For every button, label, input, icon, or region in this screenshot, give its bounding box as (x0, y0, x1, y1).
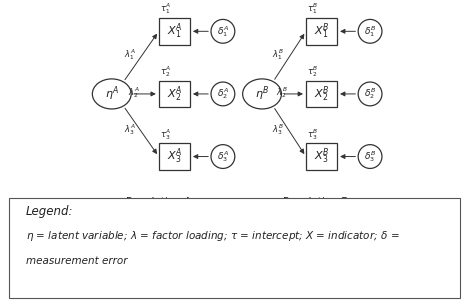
Text: Population A: Population A (126, 197, 191, 207)
Ellipse shape (358, 19, 382, 43)
Text: measurement error: measurement error (26, 256, 128, 266)
Text: $\delta_2^A$: $\delta_2^A$ (217, 86, 229, 102)
Text: $\lambda_1^A$: $\lambda_1^A$ (124, 48, 136, 62)
Text: $X_3^B$: $X_3^B$ (314, 147, 329, 166)
Text: $\tau_3^B$: $\tau_3^B$ (308, 127, 319, 142)
Text: $\tau_2^B$: $\tau_2^B$ (308, 64, 319, 79)
Text: $\eta$ = latent variable; $\lambda$ = factor loading; $\tau$ = intercept; $X$ = : $\eta$ = latent variable; $\lambda$ = fa… (26, 229, 400, 243)
Text: $\delta_1^A$: $\delta_1^A$ (217, 24, 229, 39)
Bar (159, 18, 190, 45)
Bar (159, 81, 190, 107)
Text: $\lambda_1^B$: $\lambda_1^B$ (272, 48, 284, 62)
Text: $\delta_3^B$: $\delta_3^B$ (364, 149, 376, 164)
Text: $\tau_2^A$: $\tau_2^A$ (160, 64, 171, 79)
Text: $\lambda_3^B$: $\lambda_3^B$ (272, 122, 284, 137)
Text: $X_1^B$: $X_1^B$ (314, 22, 329, 41)
Text: $X_3^A$: $X_3^A$ (166, 147, 182, 166)
Bar (9, 198, 460, 298)
Ellipse shape (243, 79, 282, 109)
Text: $\eta^A$: $\eta^A$ (105, 85, 119, 103)
Text: $X_1^A$: $X_1^A$ (166, 22, 182, 41)
Ellipse shape (358, 82, 382, 106)
Text: $\delta_1^B$: $\delta_1^B$ (364, 24, 376, 39)
Text: Legend:: Legend: (26, 205, 73, 218)
Ellipse shape (211, 19, 235, 43)
Text: $\delta_2^B$: $\delta_2^B$ (364, 86, 376, 102)
Text: $X_2^A$: $X_2^A$ (166, 84, 182, 104)
Text: $\lambda_3^A$: $\lambda_3^A$ (124, 122, 136, 137)
Text: $\tau_1^A$: $\tau_1^A$ (160, 2, 171, 16)
Text: $\eta^B$: $\eta^B$ (255, 85, 269, 103)
Ellipse shape (92, 79, 131, 109)
Bar (159, 143, 190, 170)
Bar (306, 18, 337, 45)
Text: $\tau_3^A$: $\tau_3^A$ (160, 127, 171, 142)
Text: $\tau_1^B$: $\tau_1^B$ (308, 2, 319, 16)
Text: $\lambda_2^B$: $\lambda_2^B$ (276, 85, 288, 100)
Ellipse shape (211, 145, 235, 168)
Text: $\delta_3^A$: $\delta_3^A$ (217, 149, 229, 164)
Ellipse shape (211, 82, 235, 106)
Text: Population B: Population B (283, 197, 348, 207)
Bar (306, 143, 337, 170)
Text: $\lambda_2^A$: $\lambda_2^A$ (128, 85, 139, 100)
Ellipse shape (358, 145, 382, 168)
Text: $X_2^B$: $X_2^B$ (314, 84, 329, 104)
Bar (306, 81, 337, 107)
